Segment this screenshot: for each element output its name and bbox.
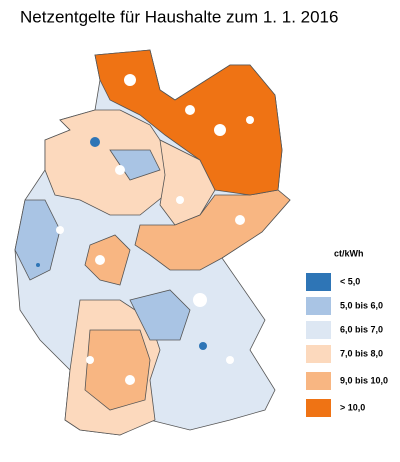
legend-swatch: [306, 273, 331, 291]
white-area: [226, 356, 234, 364]
white-area: [95, 255, 105, 265]
legend-swatch: [306, 321, 331, 339]
region: [94, 49, 283, 196]
legend-unit: ct/kWh: [334, 248, 364, 258]
white-area: [185, 105, 195, 115]
legend: < 5,0 5,0 bis 6,0 6,0 bis 7,0 7,0 bis 8,0 9,…: [306, 273, 388, 417]
white-area: [124, 74, 136, 86]
legend-label: < 5,0: [340, 276, 360, 286]
region: [84, 234, 131, 286]
low-area: [199, 342, 207, 350]
legend-swatch: [306, 345, 331, 363]
legend-swatch: [306, 399, 331, 417]
legend-label: 9,0 bis 10,0: [340, 375, 388, 385]
legend-swatch: [306, 297, 331, 315]
title: Netzentgelte für Haushalte zum 1. 1. 201…: [20, 7, 338, 26]
white-area: [56, 226, 64, 234]
white-area: [115, 165, 125, 175]
white-area: [246, 116, 254, 124]
legend-label: > 10,0: [340, 402, 365, 412]
white-area: [176, 196, 184, 204]
region: [14, 199, 61, 281]
low-area: [36, 263, 40, 267]
white-area: [193, 293, 207, 307]
region: [134, 189, 291, 271]
region: [84, 329, 151, 411]
low-area: [90, 137, 100, 147]
legend-label: 5,0 bis 6,0: [340, 300, 383, 310]
map: [14, 49, 291, 436]
region: [129, 289, 191, 341]
legend-label: 7,0 bis 8,0: [340, 348, 383, 358]
legend-label: 6,0 bis 7,0: [340, 324, 383, 334]
white-area: [86, 356, 94, 364]
white-area: [214, 124, 226, 136]
white-area: [125, 375, 135, 385]
legend-swatch: [306, 372, 331, 390]
white-area: [235, 215, 245, 225]
